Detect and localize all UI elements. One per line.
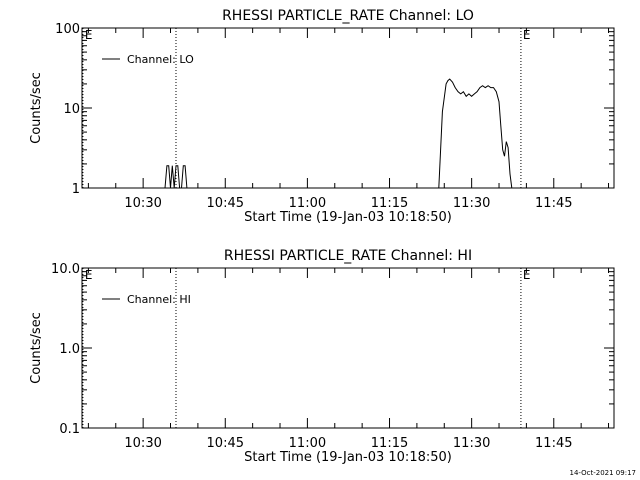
panel-1-x-tick-label: 11:45: [535, 196, 572, 211]
panel-1-y-axis-label: Counts/sec: [29, 72, 44, 144]
timestamp: 14-Oct-2021 09:17: [570, 469, 636, 477]
panel-2-y-axis-label: Counts/sec: [29, 312, 44, 384]
panel-1-series-line: [164, 78, 513, 189]
panel-1-y-tick-label: 10: [63, 102, 80, 117]
panel-2-x-axis-label: Start Time (19-Jan-03 10:18:50): [244, 450, 452, 465]
panel-1-x-tick-label: 11:00: [289, 196, 326, 211]
panel-1-legend-label: Channel: LO: [127, 53, 194, 66]
panel-2-marker-label: E: [85, 268, 93, 282]
panel-1-marker-label: E: [523, 28, 531, 42]
panel-2-title: RHESSI PARTICLE_RATE Channel: HI: [224, 248, 472, 264]
panel-1-x-axis-label: Start Time (19-Jan-03 10:18:50): [244, 210, 452, 225]
panel-2-x-tick-label: 11:00: [289, 436, 326, 451]
panel-1-plot-frame: [81, 27, 615, 189]
panel-1-marker-label: E: [85, 28, 93, 42]
panel-2-plot-frame: [81, 267, 615, 429]
panel-1-title: RHESSI PARTICLE_RATE Channel: LO: [222, 8, 474, 24]
panel-2-x-tick-label: 11:30: [453, 436, 490, 451]
panel-1-x-tick-label: 11:15: [371, 196, 408, 211]
panel-2-x-tick-label: 10:30: [124, 436, 161, 451]
panel-2-legend-label: Channel: HI: [127, 293, 191, 306]
panel-2-y-tick-label: 0.1: [59, 422, 80, 437]
panel-2-y-tick-label: 1.0: [59, 342, 80, 357]
panel-1-y-tick-label: 1: [72, 182, 80, 197]
panel-1-x-tick-label: 10:30: [124, 196, 161, 211]
panel-1-x-tick-label: 10:45: [207, 196, 244, 211]
panel-1-x-tick-label: 11:30: [453, 196, 490, 211]
panel-1-group: RHESSI PARTICLE_RATE Channel: LO 1 10 100 10…: [29, 8, 615, 225]
panel-1-y-tick-label: 100: [55, 22, 80, 37]
panel-2-y-tick-label: 10.0: [51, 262, 80, 277]
panel-2-x-tick-label: 11:45: [535, 436, 572, 451]
panel-2-group: RHESSI PARTICLE_RATE Channel: HI 0.1 1.0 10…: [29, 248, 615, 465]
panel-2-x-tick-label: 10:45: [207, 436, 244, 451]
panel-2-marker-label: E: [523, 268, 531, 282]
panel-2-x-tick-label: 11:15: [371, 436, 408, 451]
